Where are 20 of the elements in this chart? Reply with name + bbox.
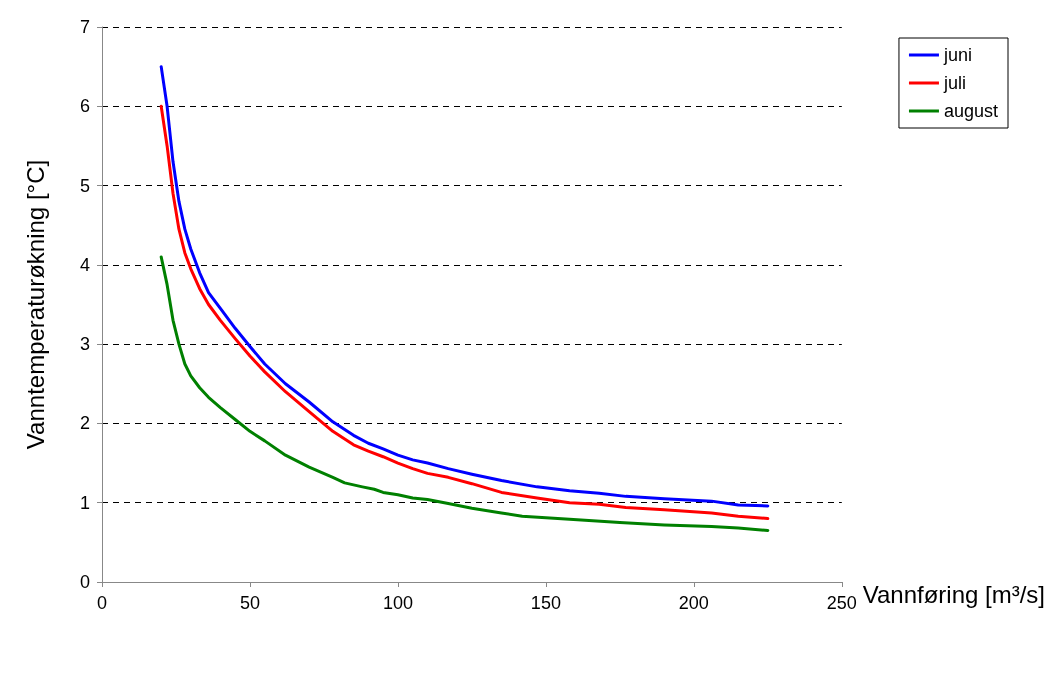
y-tick-label: 0 [79,572,90,592]
y-axis-title: Vanntemperaturøkning [°C] [21,159,49,450]
y-tick-label: 7 [79,17,90,37]
x-tick-label: 0 [96,593,108,613]
y-tick-label: 2 [79,413,90,434]
y-tick-label: 6 [79,96,90,117]
legend-label: juni [942,45,972,65]
x-axis-title: Vannføring [m³/s] [862,580,1045,608]
legend-label: august [943,101,998,121]
x-tick-label: 200 [678,593,709,613]
x-tick-label: 150 [530,593,561,613]
x-tick-label: 50 [239,593,260,613]
x-tick-label: 250 [826,593,857,613]
y-tick-label: 3 [79,334,90,355]
y-tick-label: 5 [79,175,90,196]
legend-label: juli [942,73,966,93]
x-tick-label: 100 [382,593,413,613]
line-series [159,255,770,532]
y-tick-label: 4 [79,254,90,275]
y-tick-label: 1 [79,492,90,513]
